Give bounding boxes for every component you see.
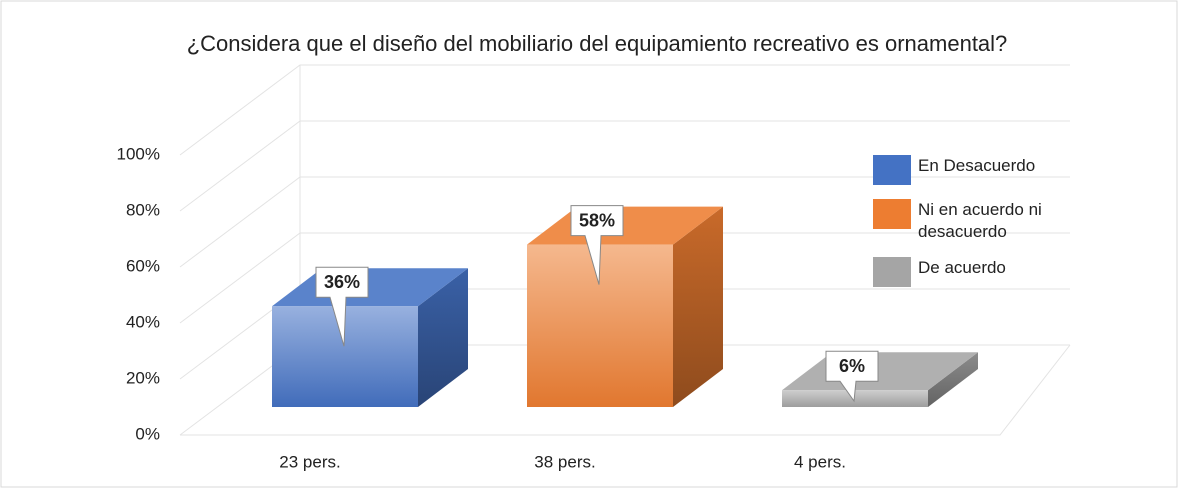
bar-front (782, 390, 928, 407)
legend: En Desacuerdo Ni en acuerdo ni desacuerdo… (873, 155, 1063, 301)
y-tick-label: 40% (126, 312, 160, 331)
legend-label: De acuerdo (918, 258, 1006, 277)
legend-item: Ni en acuerdo ni desacuerdo (873, 199, 1063, 243)
x-tick-label: 4 pers. (794, 452, 846, 471)
grid-line (179, 120, 1070, 212)
bar-side (418, 268, 468, 407)
grid-line (179, 64, 1070, 156)
label-callout (825, 350, 879, 403)
floor-edge (180, 344, 1071, 436)
y-tick-label: 80% (126, 200, 160, 219)
y-tick-label: 60% (126, 256, 160, 275)
label-callout (570, 205, 624, 285)
legend-label: Ni en acuerdo ni desacuerdo (918, 200, 1042, 241)
data-label: 36% (324, 272, 360, 292)
legend-swatch (873, 155, 911, 185)
bar-side (673, 206, 723, 407)
bar-side (928, 352, 978, 407)
data-label: 6% (839, 356, 865, 376)
y-tick-label: 0% (135, 424, 160, 443)
legend-swatch (873, 257, 911, 287)
x-tick-label: 23 pers. (279, 452, 340, 471)
legend-item: De acuerdo (873, 257, 1063, 287)
bar (272, 268, 468, 407)
chart-title: ¿Considera que el diseño del mobiliario … (186, 31, 1008, 56)
y-tick-label: 20% (126, 368, 160, 387)
grid-line (179, 176, 1070, 268)
y-tick-label: 100% (117, 144, 160, 163)
label-callout (315, 266, 369, 347)
bar (527, 206, 723, 407)
bar (782, 352, 978, 407)
grid-line (179, 232, 1070, 324)
data-label: 58% (579, 210, 615, 230)
legend-swatch (873, 199, 911, 229)
x-tick-label: 38 pers. (534, 452, 595, 471)
legend-label: En Desacuerdo (918, 156, 1036, 175)
legend-item: En Desacuerdo (873, 155, 1063, 185)
